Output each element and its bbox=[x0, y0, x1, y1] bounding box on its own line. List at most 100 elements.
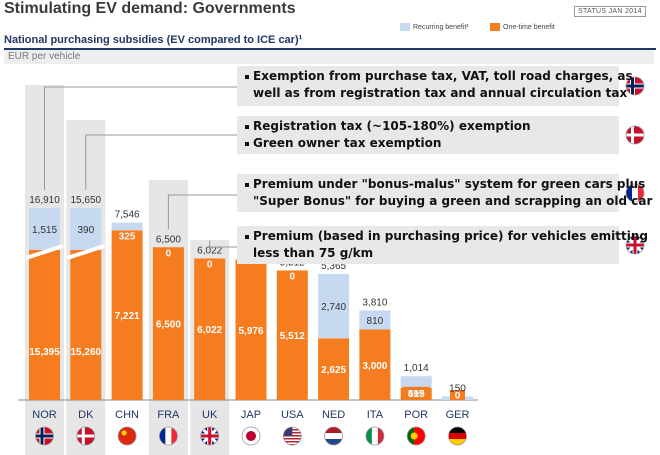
status-badge: STATUS JAN 2014 bbox=[574, 6, 646, 17]
label-recurring-uk: 0 bbox=[207, 259, 213, 270]
legend-recurring: Recurring benefit² bbox=[400, 23, 469, 31]
bar-recurring-nor bbox=[29, 208, 60, 250]
callout-box-2: Registration tax (~105-180%) exemption Gr… bbox=[237, 116, 619, 154]
legend-swatch-onetime bbox=[490, 23, 500, 31]
callout-text-4-2: less than 75 g/km bbox=[253, 246, 374, 260]
callout-connector-1 bbox=[44, 86, 241, 190]
callout-connector-2 bbox=[85, 134, 241, 190]
callout-bullet bbox=[245, 235, 249, 239]
label-recurring-ita: 810 bbox=[367, 316, 384, 327]
label-recurring-nor: 1,515 bbox=[32, 225, 57, 236]
bar-recurring-chn bbox=[111, 222, 143, 231]
onetime-badge-por bbox=[402, 386, 430, 399]
label-onetime-ger: 0 bbox=[455, 391, 461, 402]
label-total-por: 1,014 bbox=[404, 363, 429, 374]
norway-flag-icon bbox=[35, 427, 54, 445]
norway-flag-icon bbox=[626, 77, 644, 95]
label-recurring-ned: 2,740 bbox=[321, 302, 346, 313]
bar-onetime-nor bbox=[29, 250, 60, 400]
label-total-ned: 5,365 bbox=[321, 261, 346, 272]
category-label-ita: ITA bbox=[367, 409, 384, 421]
category-label-chn: CHN bbox=[115, 409, 139, 421]
label-onetime-nor: 15,395 bbox=[29, 347, 60, 358]
label-recurring-por: 495 bbox=[408, 389, 425, 400]
netherlands-flag-icon bbox=[324, 427, 343, 445]
bar-onetime-jap bbox=[235, 259, 267, 400]
callout-bullet bbox=[245, 125, 249, 129]
category-label-uk: UK bbox=[202, 409, 218, 421]
label-recurring-chn: 325 bbox=[119, 231, 136, 242]
callout-text-1-2: well as from registration tax and annual… bbox=[253, 86, 628, 100]
label-onetime-fra: 6,500 bbox=[156, 320, 181, 331]
category-label-nor: NOR bbox=[32, 409, 57, 421]
unit-band bbox=[4, 50, 654, 64]
legend-swatch-recurring bbox=[400, 23, 410, 31]
bar-onetime-dk bbox=[70, 250, 102, 400]
callout-connector-3 bbox=[167, 194, 241, 230]
label-onetime-ita: 3,000 bbox=[362, 361, 387, 372]
callout-bullet bbox=[245, 75, 249, 79]
denmark-flag-icon bbox=[76, 427, 95, 445]
label-total-dk: 15,650 bbox=[71, 195, 102, 206]
axis-break-dk bbox=[66, 244, 105, 260]
callout-connector-4 bbox=[209, 240, 241, 248]
bar-recurring-ita bbox=[359, 310, 391, 330]
category-label-jap: JAP bbox=[241, 409, 261, 421]
label-onetime-jap: 5,976 bbox=[238, 326, 263, 337]
bar-onetime-ned bbox=[318, 338, 350, 400]
bar-onetime-chn bbox=[111, 230, 143, 400]
axis-break-nor bbox=[25, 244, 64, 260]
callout-text-2-1: Registration tax (~105-180%) exemption bbox=[253, 119, 531, 133]
bar-onetime-fra bbox=[152, 247, 184, 400]
category-label-ger: GER bbox=[446, 409, 470, 421]
label-onetime-dk: 15,260 bbox=[71, 347, 102, 358]
callout-bullet bbox=[245, 142, 249, 146]
bar-recurring-ned bbox=[318, 273, 350, 339]
unit-label: EUR per vehicle bbox=[8, 51, 81, 62]
category-label-por: POR bbox=[404, 409, 428, 421]
callout-box-4: Premium (based in purchasing price) for … bbox=[237, 226, 648, 264]
callout-bullet bbox=[245, 183, 249, 187]
label-total-uk: 6,022 bbox=[197, 245, 222, 256]
bar-onetime-uk bbox=[194, 258, 226, 400]
bar-onetime-usa bbox=[276, 270, 308, 400]
italy-flag-icon bbox=[365, 427, 384, 445]
france-flag-icon bbox=[159, 427, 178, 445]
callout-text-3-1: Premium under "bonus-malus" system for g… bbox=[253, 177, 646, 191]
label-total-fra: 6,500 bbox=[156, 234, 181, 245]
usa-flag-icon bbox=[283, 427, 302, 445]
label-total-ger: 150 bbox=[449, 383, 466, 394]
label-onetime-ned: 2,625 bbox=[321, 365, 346, 376]
page-title: Stimulating EV demand: Governments bbox=[4, 0, 296, 17]
callout-box-1: Exemption from purchase tax, VAT, toll r… bbox=[237, 66, 633, 106]
china-flag-icon bbox=[118, 427, 137, 445]
category-label-usa: USA bbox=[281, 409, 304, 421]
label-recurring-fra: 0 bbox=[166, 248, 172, 259]
title-rule bbox=[4, 48, 656, 50]
bar-onetime-ita bbox=[359, 329, 391, 400]
label-onetime-usa: 5,512 bbox=[280, 331, 305, 342]
bar-recurring-dk bbox=[70, 208, 102, 250]
portugal-flag-icon bbox=[407, 427, 426, 445]
denmark-flag-icon bbox=[626, 126, 644, 144]
label-onetime-uk: 6,022 bbox=[197, 325, 222, 336]
legend-onetime: One-time benefit bbox=[490, 23, 555, 31]
zero-badge-ger bbox=[450, 390, 465, 400]
france-flag-icon bbox=[626, 184, 644, 202]
callout-text-1-1: Exemption from purchase tax, VAT, toll r… bbox=[253, 69, 633, 83]
category-label-fra: FRA bbox=[157, 409, 180, 421]
chart-subtitle: National purchasing subsidies (EV compar… bbox=[4, 34, 303, 46]
japan-flag-icon bbox=[242, 427, 260, 445]
bar-recurring-por bbox=[400, 376, 432, 388]
legend-label-onetime: One-time benefit bbox=[503, 23, 555, 31]
category-label-ned: NED bbox=[322, 409, 345, 421]
callout-text-4-1: Premium (based in purchasing price) for … bbox=[253, 229, 648, 243]
label-recurring-usa: 0 bbox=[290, 271, 296, 282]
germany-flag-icon bbox=[448, 427, 467, 445]
label-onetime-chn: 7,221 bbox=[115, 311, 140, 322]
label-recurring-dk: 390 bbox=[77, 225, 94, 236]
legend-label-recurring: Recurring benefit² bbox=[413, 23, 469, 31]
label-onetime-por: 519 bbox=[408, 389, 425, 400]
label-total-chn: 7,546 bbox=[115, 210, 140, 221]
